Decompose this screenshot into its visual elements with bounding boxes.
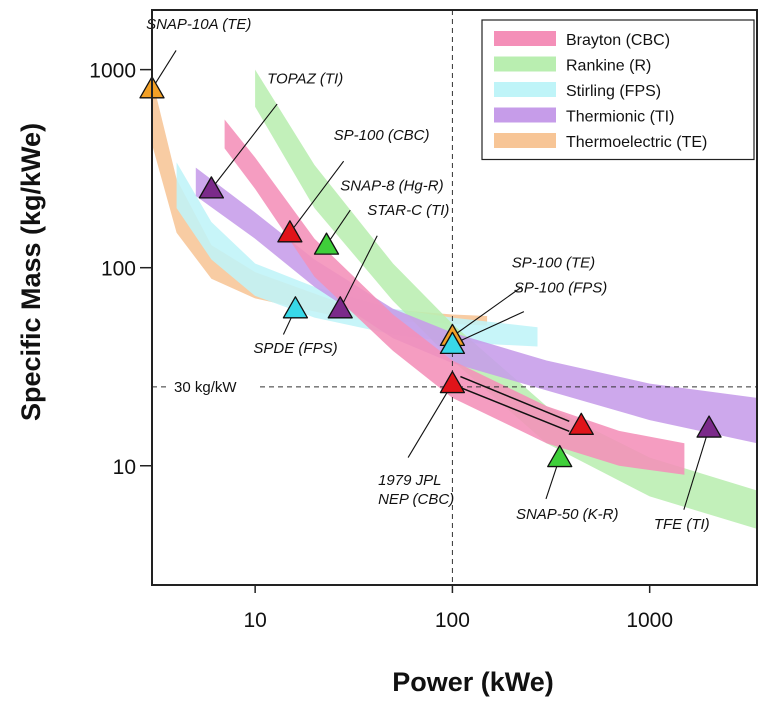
point-label-1979-jpl-nep-cbc: 1979 JPL NEP (CBC) xyxy=(378,472,454,508)
leader-line-sp-100-te xyxy=(452,286,523,337)
point-marker-tfe-ti xyxy=(696,415,722,438)
plot-frame xyxy=(151,9,758,586)
legend-label-stirling-fps: Stirling (FPS) xyxy=(566,83,661,100)
x-axis-title: Power (kWe) xyxy=(392,667,554,697)
trajectory-line-2 xyxy=(460,386,570,433)
axes: 10 100 1000 10 100 1000 xyxy=(89,60,673,632)
legend: Brayton (CBC) Rankine (R) Stirling (FPS) Th… xyxy=(481,19,755,161)
band-rankine-r xyxy=(255,69,757,529)
y-tick-label: 10 xyxy=(113,456,136,479)
data-points xyxy=(139,76,722,468)
technology-bands xyxy=(152,69,758,529)
point-label-sp-100-te: SP-100 (TE) xyxy=(512,255,595,272)
x-tick-label: 10 xyxy=(243,609,266,632)
trajectory-line-1 xyxy=(460,375,570,423)
point-marker-snap-8-hg-r xyxy=(313,232,340,255)
y-tick-label: 100 xyxy=(101,258,136,281)
leader-line-star-c-ti xyxy=(339,235,378,310)
point-label-snap-8-hg-r: SNAP-8 (Hg-R) xyxy=(340,178,443,195)
legend-label-brayton-cbc: Brayton (CBC) xyxy=(566,32,670,49)
legend-label-rankine-r: Rankine (R) xyxy=(566,58,651,75)
point-label-snap-50-k-r: SNAP-50 (K-R) xyxy=(516,506,619,523)
annotation-labels: SNAP-10A (TE) TOPAZ (TI) SP-100 (CBC) SNAP-… xyxy=(146,16,710,533)
point-label-tfe-ti: TFE (TI) xyxy=(654,516,710,533)
point-marker-spde-fps xyxy=(282,296,309,319)
legend-label-thermionic-ti: Thermionic (TI) xyxy=(566,109,674,126)
y-tick-label: 1000 xyxy=(89,60,136,83)
point-marker-1979-jpl-nep-cbc xyxy=(439,370,466,394)
y-axis-title: Specific Mass (kg/kWe) xyxy=(16,123,46,421)
point-marker-snap-50-k-r xyxy=(547,444,573,468)
leader-line-sp-100-cbc xyxy=(289,160,345,234)
leader-line-topaz-ti xyxy=(210,103,278,190)
legend-swatch-thermoelectric-te xyxy=(494,133,556,148)
point-label-sp-100-fps: SP-100 (FPS) xyxy=(514,279,607,296)
leader-line-tfe-ti xyxy=(683,427,710,510)
trajectory-arrows xyxy=(460,375,570,433)
band-thermionic-ti xyxy=(195,167,758,444)
legend-swatch-brayton-cbc xyxy=(494,31,556,46)
leader-line-snap-10a-te xyxy=(151,50,177,90)
x-tick-label: 100 xyxy=(435,609,470,632)
band-brayton-cbc xyxy=(224,119,685,475)
point-label-snap-10a-te: SNAP-10A (TE) xyxy=(146,16,251,33)
legend-label-thermoelectric-te: Thermoelectric (TE) xyxy=(566,134,707,151)
point-marker-star-c-ti xyxy=(327,296,353,319)
point-label-spde-fps: SPDE (FPS) xyxy=(253,340,337,357)
reference-line-label: 30 kg/kW xyxy=(174,379,237,396)
point-marker-unlabeled-9 xyxy=(568,412,594,435)
legend-swatch-rankine-r xyxy=(494,56,556,72)
point-marker-topaz-ti xyxy=(198,176,225,199)
x-tick-label: 1000 xyxy=(626,609,673,632)
point-label-sp-100-cbc: SP-100 (CBC) xyxy=(334,127,430,144)
point-marker-sp-100-cbc xyxy=(277,220,303,243)
reference-lines: 30 kg/kW xyxy=(152,10,757,585)
leader-line-sp-100-fps xyxy=(452,311,525,345)
point-label-topaz-ti: TOPAZ (TI) xyxy=(267,71,343,88)
legend-swatch-thermionic-ti xyxy=(494,107,556,123)
point-marker-sp-100-fps xyxy=(439,331,466,355)
point-label-star-c-ti: STAR-C (TI) xyxy=(367,202,449,219)
legend-swatch-stirling-fps xyxy=(494,82,556,97)
leader-line-1979-jpl-nep-cbc xyxy=(407,383,453,458)
